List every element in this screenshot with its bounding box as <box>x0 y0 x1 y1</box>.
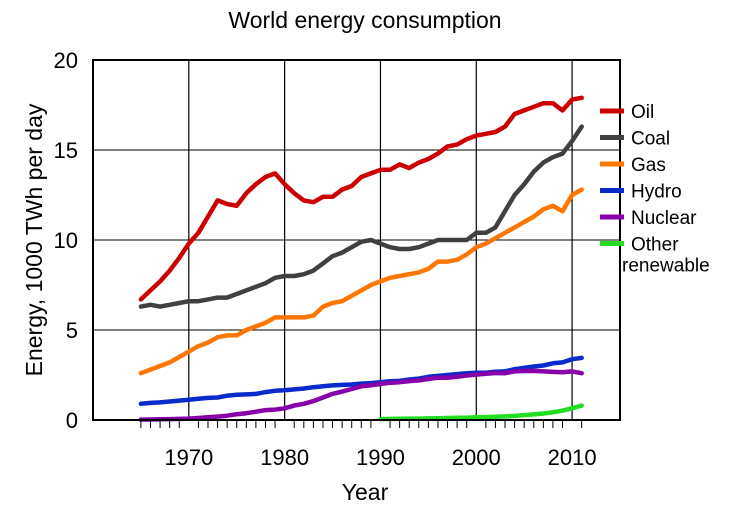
x-tick-label: 1990 <box>356 445 405 470</box>
chart-title: World energy consumption <box>228 7 501 33</box>
y-tick-label: 5 <box>66 318 78 343</box>
legend-label: Coal <box>631 129 670 150</box>
series-line-nuclear <box>138 368 584 422</box>
x-tick-label: 1970 <box>164 445 213 470</box>
y-tick-label: 10 <box>54 228 78 253</box>
legend-label: Oil <box>631 102 654 123</box>
series-line-gas <box>138 187 584 376</box>
series-line-other-renewable <box>378 403 584 422</box>
x-axis-title: Year <box>342 479 389 505</box>
legend-label: renewable <box>622 256 710 277</box>
legend-label: Nuclear <box>631 208 697 229</box>
axis-ticks: 0 5 10 15 20 1970 1980 1990 2000 2010 <box>54 48 597 470</box>
legend-label: Gas <box>631 155 666 176</box>
x-tick-label: 2010 <box>548 445 597 470</box>
x-tick-label: 1980 <box>260 445 309 470</box>
series-lines <box>138 95 584 422</box>
y-tick-label: 20 <box>54 48 78 73</box>
series-line-hydro <box>138 355 584 407</box>
legend-label: Other <box>631 235 679 256</box>
y-tick-label: 15 <box>54 138 78 163</box>
grid-lines <box>93 60 620 420</box>
plot-frame <box>92 59 621 421</box>
x-tick-label: 2000 <box>452 445 501 470</box>
legend-label: Hydro <box>631 182 682 203</box>
series-line-coal <box>138 124 584 309</box>
series-line-oil <box>138 95 584 302</box>
y-tick-label: 0 <box>66 408 78 433</box>
y-axis-title: Energy, 1000 TWh per day <box>21 103 47 376</box>
